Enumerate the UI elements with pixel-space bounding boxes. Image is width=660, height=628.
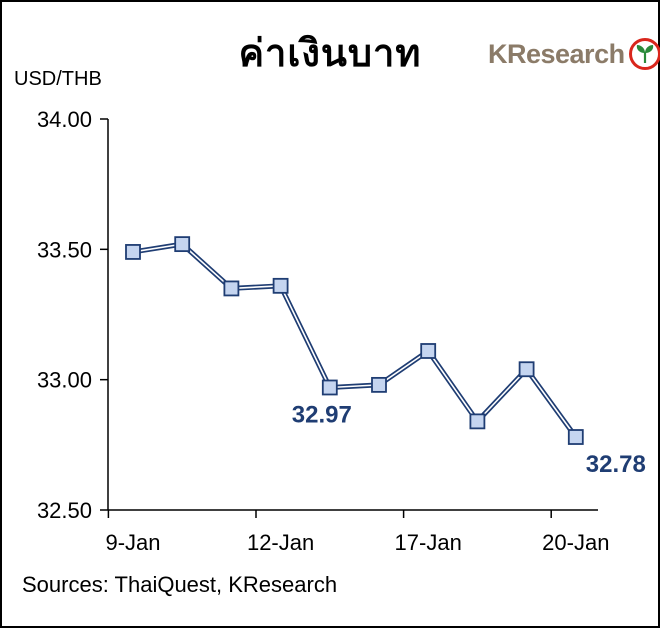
data-point-marker [518, 361, 535, 378]
x-tick-label: 12-Jan [247, 530, 314, 555]
y-axis-unit-label: USD/THB [14, 68, 102, 90]
logo-text: KResearch [488, 38, 625, 69]
data-point-marker [469, 413, 486, 430]
source-note: Sources: ThaiQuest, KResearch [22, 572, 338, 597]
y-tick-label: 33.50 [37, 237, 92, 262]
data-point-marker [321, 379, 338, 396]
data-point-marker [567, 429, 584, 445]
data-point-marker [272, 277, 289, 294]
data-point-marker [223, 280, 240, 297]
chart-title: ค่าเงินบาท [238, 31, 422, 75]
y-tick-label: 32.50 [37, 498, 92, 523]
y-tick-label: 34.00 [37, 107, 92, 132]
y-tick-label: 33.00 [37, 368, 92, 393]
x-tick-label: 17-Jan [395, 530, 462, 555]
kresearch-logo: KResearch [488, 36, 660, 72]
data-point-marker [371, 376, 387, 393]
series-line-outer [132, 241, 578, 439]
series-line-inner [132, 243, 577, 438]
data-point-marker [174, 236, 191, 253]
data-label: 32.78 [586, 451, 646, 478]
data-point-marker [125, 244, 141, 260]
x-tick-label: 20-Jan [542, 530, 609, 555]
kbank-leaf-icon [628, 38, 660, 70]
data-label: 32.97 [292, 401, 352, 428]
data-point-marker [420, 343, 437, 359]
x-tick-label: 9-Jan [105, 530, 160, 555]
